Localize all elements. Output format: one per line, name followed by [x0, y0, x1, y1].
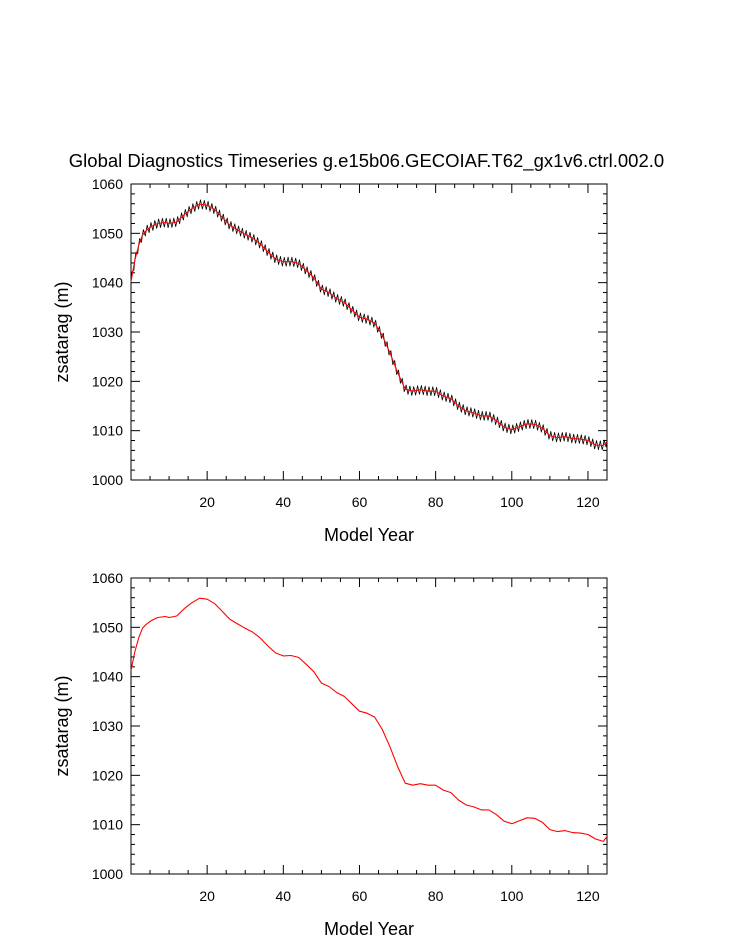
top-y-tick-label: 1040 — [92, 275, 123, 291]
top-x-axis-label: Model Year — [324, 525, 414, 545]
bottom-plot-frame — [130, 577, 608, 875]
bottom-x-tick-label: 60 — [352, 888, 368, 904]
top-plot: 20 40 60 80 100 120 1000 1010 1020 1030 1040 1050 10… — [52, 176, 608, 545]
top-y-axis-label: zsatarag (m) — [52, 281, 72, 382]
bottom-y-tick-label: 1060 — [92, 570, 123, 586]
bottom-x-tick-label: 100 — [500, 888, 524, 904]
bottom-plot: 20 40 60 80 100 120 1000 1010 1020 1030 1040 1050 10… — [52, 570, 608, 939]
bottom-y-tick-label: 1030 — [92, 718, 123, 734]
top-y-tick-label: 1000 — [92, 472, 123, 488]
bottom-x-tick-label: 80 — [428, 888, 444, 904]
top-y-tick-label: 1020 — [92, 373, 123, 389]
figure-title: Global Diagnostics Timeseries g.e15b06.G… — [68, 150, 665, 171]
bottom-series-annual-mean — [130, 597, 608, 842]
bottom-x-tick-label: 120 — [576, 888, 600, 904]
bottom-x-axis-label: Model Year — [324, 919, 414, 939]
bottom-y-tick-label: 1010 — [92, 817, 123, 833]
top-x-tick-label: 100 — [500, 494, 524, 510]
bottom-y-tick-label: 1040 — [92, 669, 123, 685]
bottom-x-tick-label: 40 — [276, 888, 292, 904]
top-y-tick-label: 1030 — [92, 324, 123, 340]
top-x-tick-label: 20 — [199, 494, 215, 510]
top-series-annual-mean — [130, 203, 608, 447]
top-x-tick-label: 60 — [352, 494, 368, 510]
top-x-tick-label: 120 — [576, 494, 600, 510]
top-y-tick-label: 1050 — [92, 225, 123, 241]
top-y-tick-label: 1060 — [92, 176, 123, 192]
bottom-y-tick-label: 1020 — [92, 767, 123, 783]
bottom-y-tick-label: 1000 — [92, 866, 123, 882]
bottom-x-tick-label: 20 — [199, 888, 215, 904]
top-y-tick-label: 1010 — [92, 423, 123, 439]
bottom-y-tick-label: 1050 — [92, 619, 123, 635]
top-x-tick-label: 80 — [428, 494, 444, 510]
top-x-tick-label: 40 — [276, 494, 292, 510]
bottom-y-axis-label: zsatarag (m) — [52, 675, 72, 776]
